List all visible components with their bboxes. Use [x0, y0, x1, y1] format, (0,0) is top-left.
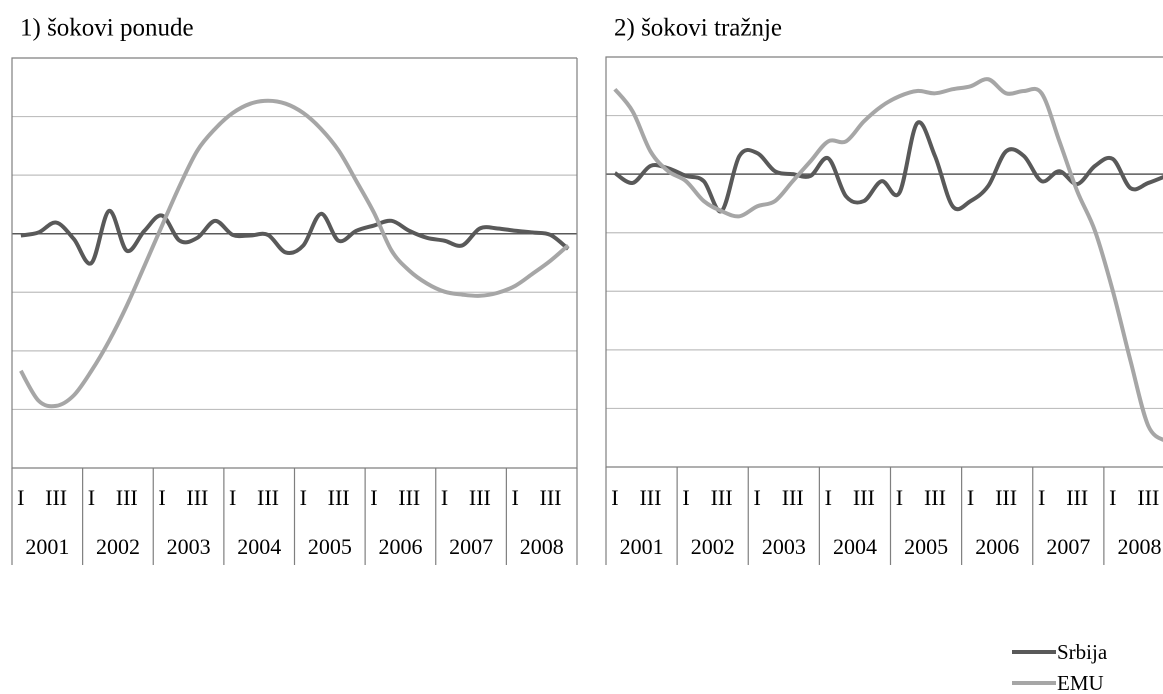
year-label: 2006 — [378, 534, 422, 559]
x-tick-label: I — [896, 485, 903, 510]
x-tick-label: III — [995, 485, 1017, 510]
chart-title: 2) šokovi tražnje — [614, 15, 782, 42]
year-label: 2002 — [96, 534, 140, 559]
x-tick-label: I — [158, 485, 165, 510]
x-tick-label: III — [469, 485, 491, 510]
legend-label: EMU — [1057, 671, 1104, 694]
x-tick-label: I — [753, 485, 760, 510]
year-label: 2001 — [620, 534, 664, 559]
x-tick-label: I — [441, 485, 448, 510]
x-tick-label: I — [1038, 485, 1045, 510]
x-tick-label: I — [825, 485, 832, 510]
x-tick-label: I — [967, 485, 974, 510]
series-line — [20, 208, 570, 266]
x-tick-label: I — [88, 485, 95, 510]
x-tick-label: III — [257, 485, 279, 510]
x-tick-label: III — [1137, 485, 1159, 510]
x-tick-label: I — [1109, 485, 1116, 510]
year-label: 2005 — [904, 534, 948, 559]
year-label: 2006 — [975, 534, 1019, 559]
x-tick-label: III — [540, 485, 562, 510]
year-label: 2004 — [237, 534, 281, 559]
plot-border — [11, 57, 578, 469]
x-tick-label: I — [229, 485, 236, 510]
x-tick-label: I — [300, 485, 307, 510]
x-tick-label: I — [17, 485, 24, 510]
x-tick-label: III — [116, 485, 138, 510]
year-label: 2007 — [1046, 534, 1090, 559]
x-tick-label: III — [924, 485, 946, 510]
x-tick-label: III — [398, 485, 420, 510]
x-tick-label: III — [186, 485, 208, 510]
year-label: 2004 — [833, 534, 877, 559]
year-label: 2008 — [520, 534, 564, 559]
legend-label: Srbija — [1057, 640, 1108, 664]
x-tick-label: III — [45, 485, 67, 510]
x-tick-label: I — [370, 485, 377, 510]
plot-border — [605, 56, 1163, 468]
x-tick-label: I — [682, 485, 689, 510]
year-label: 2008 — [1117, 534, 1161, 559]
series-line — [19, 98, 570, 409]
x-tick-label: III — [853, 485, 875, 510]
year-label: 2005 — [308, 534, 352, 559]
x-tick-label: III — [782, 485, 804, 510]
x-tick-label: III — [328, 485, 350, 510]
x-tick-label: I — [512, 485, 519, 510]
year-label: 2001 — [25, 534, 69, 559]
chart-title: 1) šokovi ponude — [20, 15, 194, 42]
x-tick-label: III — [711, 485, 733, 510]
year-label: 2003 — [167, 534, 211, 559]
x-tick-label: III — [639, 485, 661, 510]
x-tick-label: I — [611, 485, 618, 510]
year-label: 2007 — [449, 534, 493, 559]
series-line — [613, 77, 1163, 442]
year-label: 2003 — [762, 534, 806, 559]
year-label: 2002 — [691, 534, 735, 559]
x-tick-label: III — [1066, 485, 1088, 510]
